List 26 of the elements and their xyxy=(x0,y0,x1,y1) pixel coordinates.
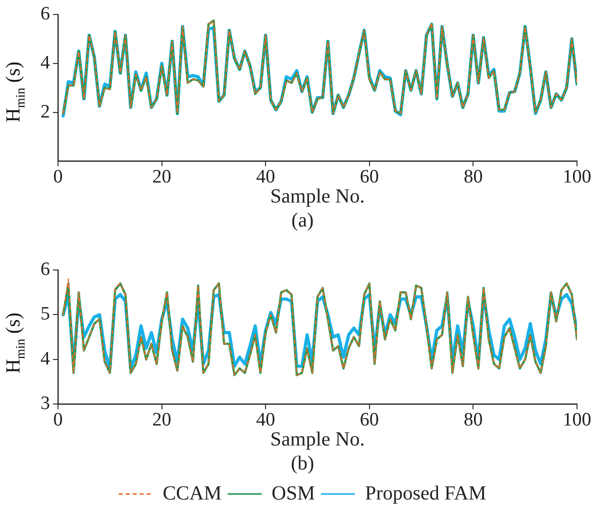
x-tick-label: 80 xyxy=(464,410,483,431)
text: (a) xyxy=(291,209,314,232)
x-tick-label: 60 xyxy=(360,166,379,188)
y-tick-label: 6 xyxy=(40,258,50,280)
x-tick-label: 40 xyxy=(256,166,276,188)
y-tick-label: 4 xyxy=(40,52,50,74)
x-tick-label: 80 xyxy=(464,166,483,188)
legend-label: OSM xyxy=(272,482,316,504)
text: (b) xyxy=(290,452,314,474)
x-tick-label: 20 xyxy=(152,410,172,431)
y-tick-label: 2 xyxy=(40,101,50,122)
x-tick-label: 100 xyxy=(562,410,592,431)
x-tick-label: 40 xyxy=(256,410,276,431)
legend-label: CCAM xyxy=(162,482,222,504)
x-tick-label: 0 xyxy=(53,166,63,188)
x-tick-label: 60 xyxy=(360,410,379,431)
y-tick-label: 5 xyxy=(40,304,50,325)
x-axis-title: Sample No. xyxy=(270,185,365,208)
y-tick-label: 3 xyxy=(40,393,50,414)
x-tick-label: 0 xyxy=(53,410,63,431)
x-tick-label: 100 xyxy=(562,166,592,188)
x-axis-title: Sample No. xyxy=(270,428,365,450)
x-tick-label: 20 xyxy=(152,166,172,188)
y-tick-label: 4 xyxy=(40,348,50,370)
legend-label: Proposed FAM xyxy=(364,482,486,504)
y-tick-label: 6 xyxy=(40,3,50,24)
